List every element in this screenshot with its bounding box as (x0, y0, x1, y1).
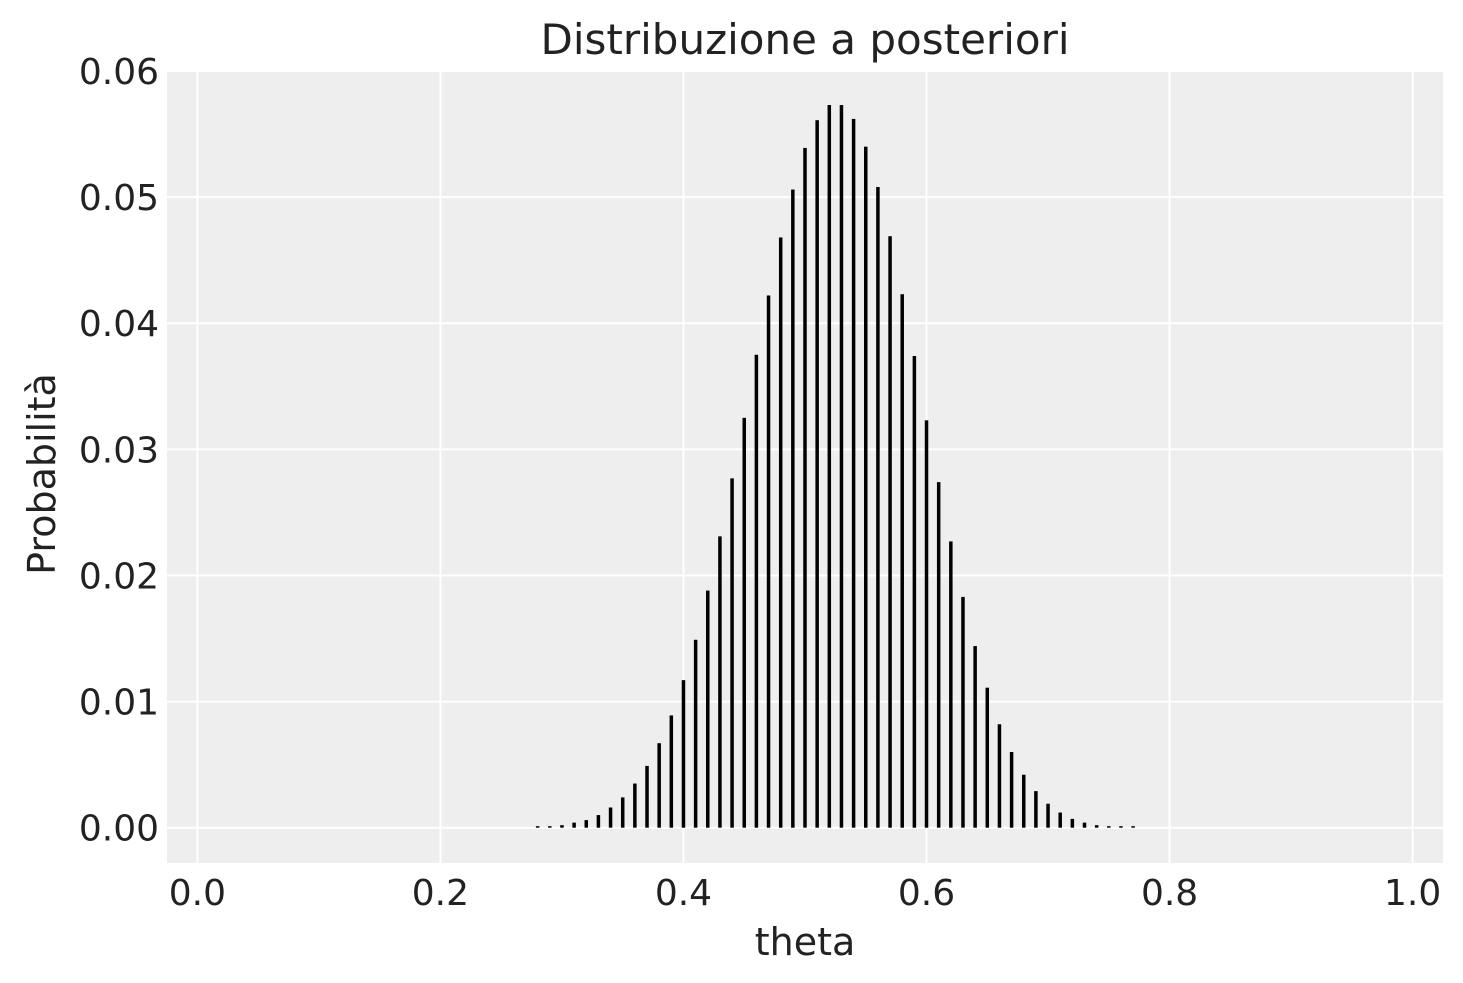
x-tick-label: 0.8 (1141, 873, 1198, 914)
bar (1046, 803, 1050, 828)
bar (1009, 752, 1014, 828)
bar (912, 356, 917, 828)
bar (936, 482, 941, 828)
bar (1094, 825, 1099, 828)
bar (1131, 826, 1135, 828)
y-tick-label: 0.02 (79, 556, 159, 597)
bar (949, 541, 953, 828)
bar (924, 420, 929, 828)
bar (693, 639, 698, 828)
x-tick-label: 1.0 (1384, 873, 1441, 914)
bar (633, 783, 637, 828)
y-tick-label: 0.00 (79, 809, 159, 850)
bar (876, 187, 880, 828)
bar (1107, 826, 1111, 828)
bar (596, 815, 601, 828)
bar (973, 646, 977, 828)
bar (778, 237, 783, 828)
x-tick-labels: 0.0 0.2 0.4 0.6 0.8 1.0 (169, 873, 1442, 914)
bar (839, 105, 844, 828)
bar (754, 354, 759, 828)
bar (657, 743, 661, 828)
bar (572, 822, 576, 828)
bar (535, 826, 540, 828)
bar (1021, 774, 1026, 828)
bar (681, 680, 686, 828)
bar (815, 120, 819, 828)
bar (851, 118, 856, 828)
x-axis-label: theta (755, 920, 856, 964)
y-tick-label: 0.05 (79, 178, 159, 219)
bar (608, 807, 613, 828)
bar (803, 147, 807, 828)
bar (730, 478, 734, 828)
bar (888, 236, 892, 828)
bar (766, 295, 771, 828)
bar (620, 797, 625, 828)
bar (827, 105, 832, 828)
bar (997, 724, 1002, 828)
bar (1082, 822, 1087, 828)
bar (548, 826, 552, 828)
x-tick-label: 0.6 (898, 873, 955, 914)
bar (864, 146, 868, 828)
bar (791, 189, 795, 828)
x-tick-label: 0.0 (169, 873, 226, 914)
y-tick-label: 0.03 (79, 430, 159, 471)
bar (560, 825, 564, 828)
bar (900, 294, 904, 828)
y-tick-labels: 0.00 0.01 0.02 0.03 0.04 0.05 0.06 (79, 52, 159, 850)
bar (1119, 826, 1123, 828)
y-tick-label: 0.01 (79, 683, 159, 724)
x-tick-label: 0.4 (655, 873, 712, 914)
bar (1034, 791, 1038, 828)
bar (645, 765, 649, 828)
bars (535, 105, 1135, 828)
chart-title: Distribuzione a posteriori (541, 15, 1070, 64)
bar (961, 596, 965, 828)
y-axis-label: Probabilità (20, 373, 64, 575)
bar (718, 536, 722, 828)
bar (1070, 818, 1075, 828)
bar (985, 687, 990, 828)
bar (584, 820, 589, 828)
bar (669, 715, 674, 828)
y-tick-label: 0.06 (79, 52, 159, 93)
bar (1058, 812, 1062, 828)
y-tick-label: 0.04 (79, 304, 159, 345)
bar (706, 590, 710, 828)
x-tick-label: 0.2 (412, 873, 469, 914)
bar (742, 417, 746, 828)
